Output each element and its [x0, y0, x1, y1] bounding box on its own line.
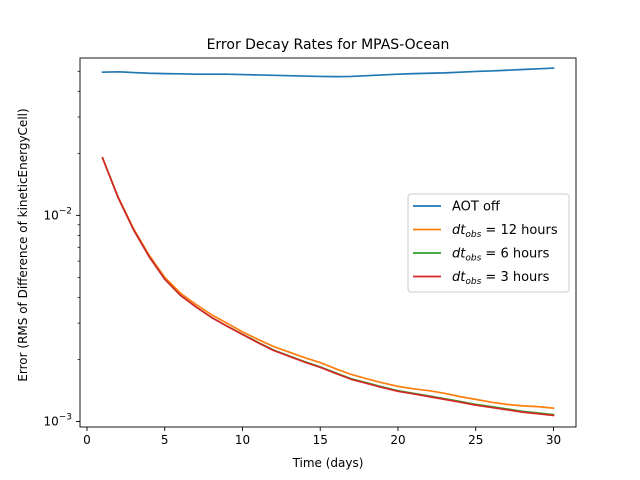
- x-tick-label: 15: [313, 433, 328, 447]
- axes-frame: [79, 57, 577, 428]
- legend-label-4: dtobs = 3 hours: [452, 270, 550, 287]
- series-line-2: [101, 156, 555, 410]
- x-axis-label: Time (days): [292, 456, 364, 470]
- y-axis-label: Error (RMS of Difference of kineticEnerg…: [16, 108, 30, 381]
- y-tick-label: 10−3: [43, 412, 72, 428]
- legend-label-1: AOT off: [452, 200, 501, 215]
- y-tick-label: 10−2: [43, 206, 72, 222]
- x-tick-label: 30: [546, 433, 561, 447]
- x-tick-label: 5: [161, 433, 169, 447]
- legend-label-2: dtobs = 12 hours: [452, 223, 558, 240]
- x-tick-label: 20: [390, 433, 405, 447]
- plot-area: 0 5 10 15 20 25 30 10−2 10−3: [43, 57, 577, 447]
- x-tick-label: 10: [235, 433, 250, 447]
- legend-label-3: dtobs = 6 hours: [452, 247, 550, 264]
- x-tick-label: 25: [468, 433, 483, 447]
- x-tick-label: 0: [83, 433, 91, 447]
- series-line-1: [101, 67, 555, 78]
- legend: AOT off dtobs = 12 hours dtobs = 6 hours dt…: [407, 193, 570, 293]
- legend-box: [407, 193, 570, 293]
- chart-title: Error Decay Rates for MPAS-Ocean: [207, 37, 450, 53]
- series-line-4: [101, 156, 555, 417]
